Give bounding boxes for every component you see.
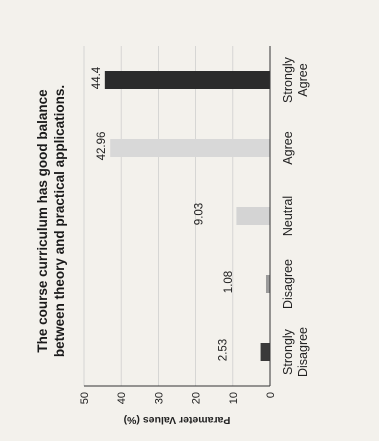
value-label: 9.03 [193,203,205,225]
category-label: Strongly [281,328,295,375]
bar [260,343,271,361]
bar [110,139,270,157]
y-axis-label: Parameter Values (%) [124,414,231,426]
category-label: Agree [281,131,295,164]
bar [104,71,270,89]
y-tick-label: 40 [116,392,128,404]
bars [104,71,271,361]
y-tick-label: 30 [153,392,165,404]
chart-title-line-1: The course curriculum has good balance [35,89,50,353]
bar [236,207,270,225]
category-label: Strongly [281,56,295,103]
y-tick-label: 50 [79,392,91,404]
value-label: 44.4 [91,66,103,89]
value-label: 42.96 [96,132,108,161]
y-tick-label: 10 [228,392,240,404]
y-tick-label: 20 [191,392,203,404]
y-tick-label: 0 [265,392,277,398]
axes [84,46,271,387]
category-labels: Strongly DisagreeDisagreeNeutralAgreeStro… [281,56,310,377]
chart-title-line-2: between theory and practical application… [52,85,67,357]
rotated-chart-group: The course curriculum has good balance b… [35,46,310,426]
category-label: Disagree [281,259,295,309]
bar [265,275,270,293]
y-ticks: 0 10 20 30 40 50 [79,392,277,404]
gridlines [83,46,234,386]
value-label: 2.53 [218,339,230,361]
value-labels: 2.53 1.08 9.03 42.96 44.4 [91,66,235,361]
category-label: Disagree [296,327,310,377]
category-label: Neutral [281,196,295,236]
category-label: Agree [296,63,310,96]
value-label: 1.08 [223,271,235,293]
